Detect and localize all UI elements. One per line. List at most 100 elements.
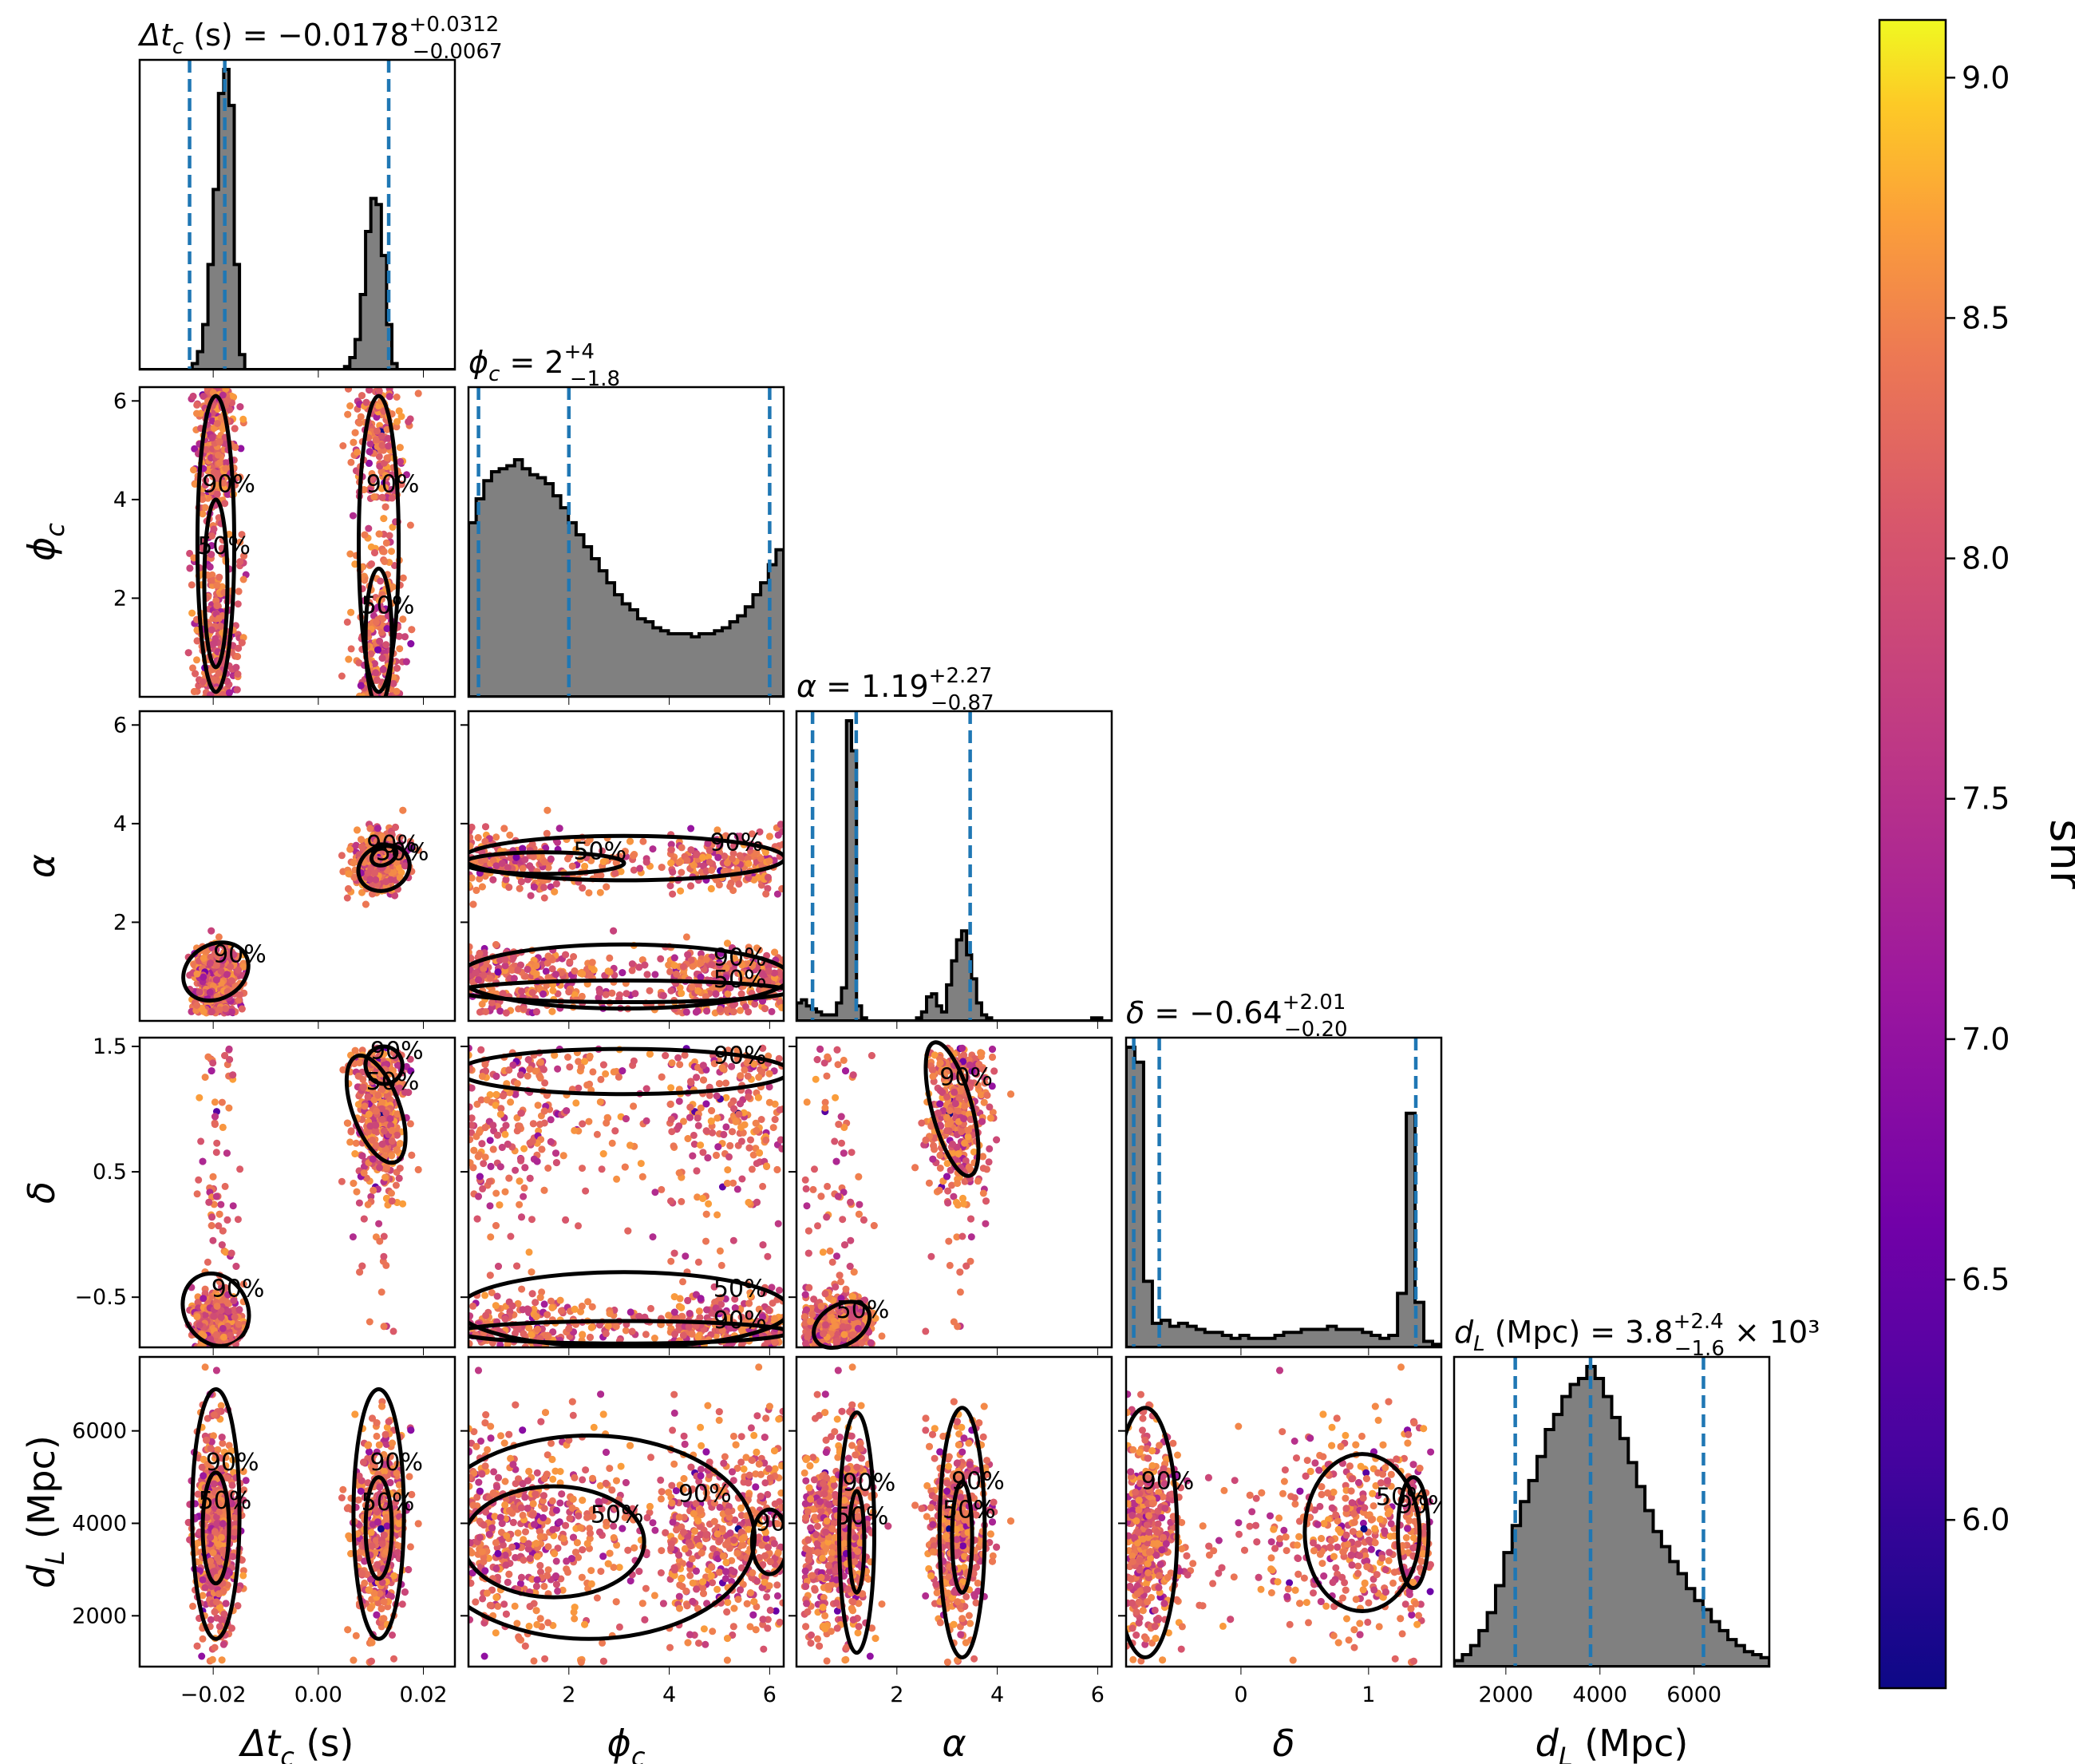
scatter-point xyxy=(213,481,221,489)
scatter-point xyxy=(678,844,686,852)
scatter-point xyxy=(385,393,393,401)
scatter-point xyxy=(667,859,675,867)
contour-label: 50% xyxy=(573,838,626,866)
panel-alpha-vs-alpha: α = 1.19+2.27 −0.87 xyxy=(795,664,1113,1029)
scatter-point xyxy=(646,987,654,995)
contour-label: 50% xyxy=(713,966,767,994)
scatter-point xyxy=(191,480,199,488)
scatter-point xyxy=(512,853,520,861)
scatter-point xyxy=(774,831,782,839)
scatter-point xyxy=(401,862,409,870)
scatter-point xyxy=(489,856,497,864)
scatter-point xyxy=(482,960,490,968)
scatter-point xyxy=(346,550,354,558)
scatter-point xyxy=(713,826,721,834)
scatter-point xyxy=(651,971,659,979)
scatter-point xyxy=(210,525,218,533)
scatter-point xyxy=(236,538,244,546)
scatter-point xyxy=(229,1202,237,1210)
contour-line xyxy=(468,978,784,1005)
scatter-point xyxy=(385,442,393,450)
contour-line xyxy=(181,940,251,1003)
scatter-point xyxy=(215,459,223,467)
scatter-point xyxy=(234,653,242,660)
scatter-point xyxy=(215,573,223,581)
scatter-point xyxy=(345,885,352,892)
scatter-point xyxy=(208,927,215,935)
scatter-point xyxy=(223,951,231,959)
scatter-point xyxy=(392,1181,400,1189)
panel-dtc-vs-dtc: Δtc (s) = −0.0178+0.0312 −0.0067 xyxy=(137,13,503,378)
panel-alpha-vs-dtc: 90%50%90%246 xyxy=(113,710,457,1029)
scatter-point xyxy=(367,560,375,568)
scatter-point xyxy=(405,417,413,425)
scatter-point xyxy=(687,882,694,890)
scatter-point xyxy=(406,521,414,529)
scatter-point xyxy=(366,486,374,494)
scatter-point xyxy=(702,955,710,963)
scatter-point xyxy=(628,967,636,975)
scatter-point xyxy=(345,870,353,878)
scatter-point xyxy=(355,659,363,666)
scatter-point xyxy=(392,823,399,831)
scatter-point xyxy=(349,512,357,520)
scatter-point xyxy=(729,855,736,863)
scatter-point xyxy=(707,884,715,892)
scatter-point xyxy=(395,864,403,872)
contour-label: 90% xyxy=(713,943,767,971)
scatter-point xyxy=(599,858,607,866)
y-tick-label: 6 xyxy=(113,713,127,738)
summary-title-dtc: Δtc (s) = −0.0178+0.0312 −0.0067 xyxy=(137,13,503,64)
scatter-point xyxy=(528,989,536,996)
scatter-point xyxy=(492,862,500,870)
scatter-point xyxy=(219,956,227,964)
panel-alpha-vs-phic: 90%50%90%50% xyxy=(460,710,785,1029)
scatter-point xyxy=(475,976,482,984)
scatter-point xyxy=(201,504,209,512)
scatter-point xyxy=(215,1006,223,1014)
scatter-point xyxy=(214,451,222,459)
scatter-point xyxy=(687,956,695,964)
scatter-point xyxy=(779,972,784,980)
scatter-point xyxy=(208,1008,215,1016)
scatter-point xyxy=(564,855,571,863)
scatter-point xyxy=(240,552,248,560)
scatter-point xyxy=(764,977,772,985)
scatter-point xyxy=(669,868,677,876)
scatter-point xyxy=(397,852,405,860)
scatter-point xyxy=(595,994,603,1002)
scatter-point xyxy=(364,1200,372,1208)
scatter-point xyxy=(360,486,368,493)
scatter-point xyxy=(375,387,383,395)
scatter-point xyxy=(596,888,604,896)
scatter-point xyxy=(489,876,497,884)
scatter-point xyxy=(377,1288,385,1296)
scatter-point xyxy=(358,843,366,851)
scatter-point xyxy=(502,876,510,884)
scatter-point xyxy=(518,987,525,995)
scatter-point xyxy=(678,989,686,997)
histogram-dtc xyxy=(140,68,455,370)
scatter-point xyxy=(213,420,221,427)
scatter-point xyxy=(238,531,246,539)
scatter-point xyxy=(506,831,514,839)
scatter-point xyxy=(697,959,705,967)
scatter-point xyxy=(544,864,552,872)
scatter-point xyxy=(673,970,681,978)
scatter-point xyxy=(193,1002,201,1009)
scatter-point xyxy=(215,469,223,477)
y-tick-label: 6 xyxy=(113,389,127,413)
scatter-point xyxy=(571,967,579,975)
scatter-point xyxy=(677,887,685,895)
panel-frame xyxy=(467,710,785,1022)
scatter-point xyxy=(705,852,713,860)
scatter-point xyxy=(514,966,522,974)
scatter-point xyxy=(362,900,370,908)
scatter-point xyxy=(380,515,388,523)
scatter-point xyxy=(352,841,360,849)
scatter-point xyxy=(199,510,207,518)
scatter-point xyxy=(468,874,476,882)
scatter-point xyxy=(344,410,352,418)
scatter-point xyxy=(406,1120,414,1128)
scatter-point xyxy=(765,857,773,865)
